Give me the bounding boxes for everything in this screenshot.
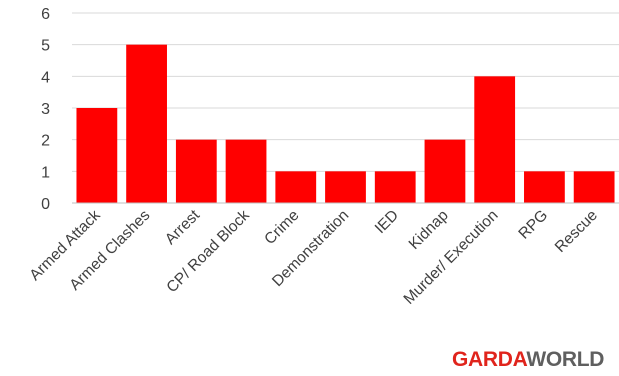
bar bbox=[325, 171, 366, 203]
logo-text-garda: GARDA bbox=[452, 348, 527, 371]
bar bbox=[275, 171, 317, 203]
bar bbox=[225, 139, 267, 203]
bars bbox=[76, 44, 615, 203]
logo-text-world: WORLD bbox=[526, 348, 605, 371]
y-axis-ticks: 0 1 2 3 4 5 6 bbox=[41, 6, 50, 213]
y-tick-label: 1 bbox=[41, 164, 50, 181]
gardaworld-logo: GARDAWORLD bbox=[452, 348, 604, 372]
x-category-label: Murder/ Execution bbox=[401, 207, 502, 308]
x-category-label: Kidnap bbox=[406, 207, 452, 253]
x-category-label: IED bbox=[372, 207, 402, 237]
x-category-label: Arrest bbox=[162, 206, 204, 248]
y-tick-label: 3 bbox=[41, 101, 50, 118]
y-tick-label: 2 bbox=[41, 133, 50, 150]
x-category-label: Crime bbox=[261, 207, 302, 248]
bar bbox=[374, 171, 416, 203]
y-tick-label: 5 bbox=[41, 38, 50, 55]
y-tick-label: 4 bbox=[41, 69, 50, 86]
y-tick-label: 6 bbox=[41, 6, 50, 23]
bar bbox=[175, 139, 217, 203]
bar bbox=[573, 171, 615, 203]
x-category-label: Rescue bbox=[552, 207, 601, 256]
bar bbox=[474, 76, 516, 203]
bar bbox=[76, 108, 118, 203]
bar bbox=[126, 44, 167, 203]
bar bbox=[524, 171, 565, 203]
x-category-label: RPG bbox=[515, 207, 551, 243]
y-tick-label: 0 bbox=[41, 196, 50, 213]
bar bbox=[424, 139, 466, 203]
